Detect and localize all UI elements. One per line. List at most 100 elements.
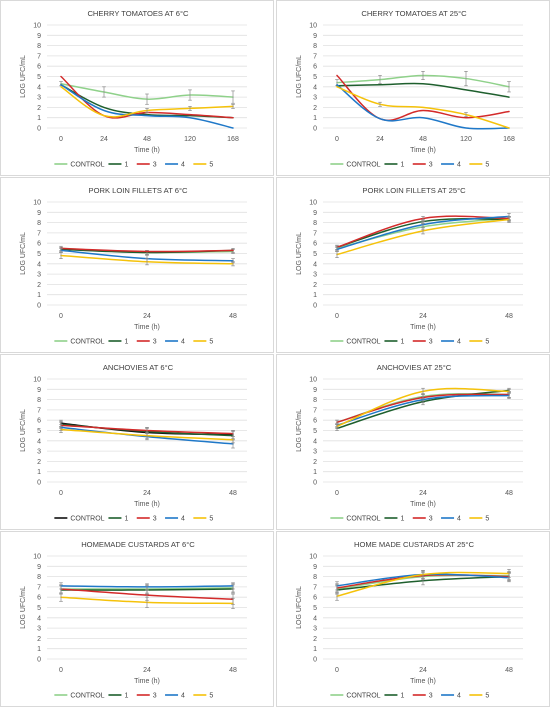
- y-tick-label: 3: [37, 272, 41, 279]
- legend-label: 1: [124, 693, 128, 700]
- y-tick-label: 0: [313, 126, 317, 133]
- legend: CONTROL 1 3 4 5: [54, 339, 213, 346]
- y-tick-label: 9: [37, 210, 41, 217]
- y-tick-label: 4: [37, 615, 41, 622]
- x-tick-label: 0: [335, 490, 339, 497]
- y-axis-label: LOG UFC/mL: [20, 586, 27, 629]
- error-bar: [145, 93, 149, 105]
- legend-item-3: 3: [136, 516, 157, 523]
- legend-item-4: 4: [441, 693, 461, 700]
- chart-title: HOME MADE CUSTARDS AT 25°C: [354, 540, 474, 549]
- y-tick-label: 4: [37, 84, 41, 91]
- error-bar: [231, 103, 235, 109]
- y-tick-label: 7: [313, 53, 317, 60]
- y-tick-label: 10: [309, 377, 317, 384]
- legend-item-4: 4: [165, 516, 185, 523]
- error-bar: [59, 592, 63, 602]
- y-tick-label: 6: [37, 64, 41, 71]
- y-tick-label: 0: [37, 657, 41, 664]
- x-tick-label: 24: [100, 136, 108, 143]
- legend-item-control: CONTROL: [54, 339, 105, 346]
- legend-item-5: 5: [193, 162, 213, 169]
- legend: CONTROL 1 3 4 5: [54, 516, 213, 523]
- legend-item-5: 5: [469, 339, 489, 346]
- series-line-3: [336, 74, 510, 121]
- legend-item-4: 4: [165, 693, 185, 700]
- legend-item-5: 5: [469, 162, 489, 169]
- legend-item-1: 1: [108, 339, 128, 346]
- y-tick-label: 6: [37, 418, 41, 425]
- legend: CONTROL 1 3 4 5: [330, 162, 489, 169]
- x-tick-label: 120: [460, 136, 472, 143]
- legend-label: 1: [400, 693, 404, 700]
- legend-item-1: 1: [384, 516, 404, 523]
- error-bar: [188, 89, 192, 101]
- x-tick-label: 0: [59, 490, 63, 497]
- y-tick-label: 4: [313, 438, 317, 445]
- chart-panel-7: HOMEMADE CUSTARDS AT 6°C 0 1 2 3 4 5 6 7 8 9 10 LOG …: [0, 531, 274, 707]
- y-tick-label: 8: [313, 220, 317, 227]
- error-bar: [507, 216, 511, 223]
- chart-panel-1: CHERRY TOMATOES AT 6°C 0 1 2 3 4 5 6 7 8 9 10 LOG UF…: [0, 0, 274, 176]
- y-tick-label: 0: [37, 480, 41, 487]
- y-tick-label: 10: [33, 23, 41, 30]
- y-tick-label: 4: [313, 84, 317, 91]
- y-tick-label: 9: [37, 564, 41, 571]
- x-tick-label: 0: [59, 313, 63, 320]
- legend-item-3: 3: [412, 339, 433, 346]
- x-tick-label: 0: [335, 136, 339, 143]
- legend-item-1: 1: [108, 516, 128, 523]
- y-tick-label: 6: [37, 241, 41, 248]
- y-tick-label: 5: [37, 74, 41, 81]
- y-tick-label: 8: [37, 43, 41, 50]
- chart-panel-4: PORK LOIN FILLETS AT 25°C 0 1 2 3 4 5 6 7 8 9 10 LOG…: [276, 177, 550, 353]
- error-bar: [59, 426, 63, 433]
- x-tick-label: 48: [505, 667, 513, 674]
- y-tick-label: 4: [313, 615, 317, 622]
- chart-title: PORK LOIN FILLETS AT 6°C: [89, 186, 188, 195]
- x-axis-label: Time (h): [134, 678, 160, 685]
- y-axis-label: LOG UFC/mL: [296, 586, 303, 629]
- legend-label: 1: [400, 516, 404, 523]
- error-bar: [231, 436, 235, 444]
- x-tick-label: 48: [229, 667, 237, 674]
- y-tick-label: 1: [313, 292, 317, 299]
- x-tick-label: 120: [184, 136, 196, 143]
- error-bar: [421, 387, 425, 395]
- error-bar: [335, 423, 339, 429]
- error-bar: [378, 75, 382, 85]
- legend-item-4: 4: [165, 339, 185, 346]
- chart-svg: PORK LOIN FILLETS AT 25°C012345678910LOG…: [296, 186, 523, 346]
- x-tick-label: 24: [419, 490, 427, 497]
- legend: CONTROL 1 3 4 5: [54, 162, 213, 169]
- y-tick-label: 4: [37, 438, 41, 445]
- y-tick-label: 2: [313, 636, 317, 643]
- x-tick-label: 24: [143, 313, 151, 320]
- chart-svg: ANCHOVIES AT 25°C 0 1 2 3 4 5 6 7 8 9 10 LOG UFC/mL 0…: [296, 363, 523, 523]
- legend-item-control: CONTROL: [330, 339, 381, 346]
- y-tick-label: 1: [37, 646, 41, 653]
- chart-panel-2: CHERRY TOMATOES AT 25°C 0 1 2 3 4 5 6 7 8 9 10 LOG U…: [276, 0, 550, 176]
- legend: CONTROL 1 3 4 5: [54, 693, 213, 700]
- y-tick-label: 10: [309, 23, 317, 30]
- legend-label: 5: [485, 162, 489, 169]
- y-tick-label: 0: [313, 480, 317, 487]
- y-tick-label: 7: [313, 584, 317, 591]
- x-tick-label: 48: [229, 490, 237, 497]
- error-bar: [464, 112, 468, 118]
- y-tick-label: 3: [313, 449, 317, 456]
- series-line-4: [60, 83, 234, 129]
- y-tick-label: 8: [37, 220, 41, 227]
- error-bar: [464, 70, 468, 87]
- legend-item-4: 4: [441, 516, 461, 523]
- x-tick-label: 48: [419, 136, 427, 143]
- chart-title: HOMEMADE CUSTARDS AT 6°C: [81, 540, 195, 549]
- x-axis-label: Time (h): [134, 501, 160, 508]
- x-tick-label: 48: [143, 136, 151, 143]
- x-axis-label: Time (h): [410, 501, 436, 508]
- y-tick-label: 5: [37, 605, 41, 612]
- y-tick-label: 7: [37, 584, 41, 591]
- y-tick-label: 8: [37, 574, 41, 581]
- legend-item-1: 1: [384, 339, 404, 346]
